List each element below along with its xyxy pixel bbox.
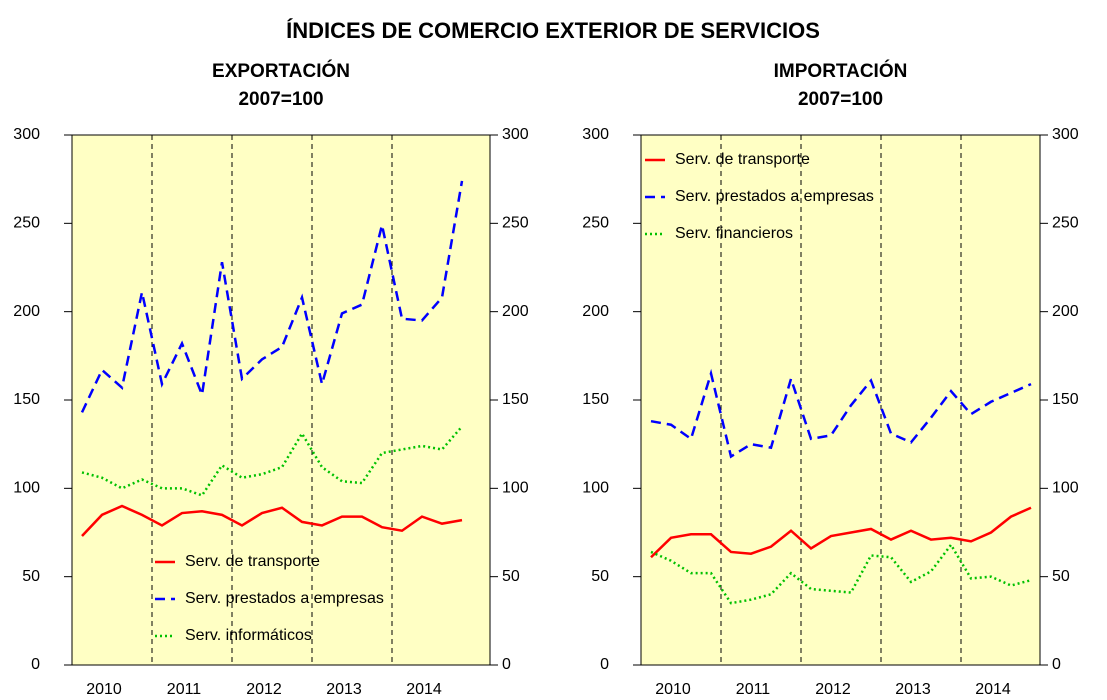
legend-label: Serv. informáticos: [185, 627, 312, 644]
legend-label: Serv. financieros: [675, 225, 793, 242]
y-tick-label: 0: [600, 656, 609, 673]
series-line: [81, 504, 463, 537]
y-tick-label: 150: [13, 391, 40, 408]
y2-tick-label: 150: [502, 391, 529, 408]
legend-label: Serv. prestados a empresas: [185, 590, 384, 607]
plot-area: [640, 134, 1041, 666]
y-tick-label: 150: [582, 391, 609, 408]
y-tick-label: 50: [591, 568, 609, 585]
y2-tick-label: 200: [1052, 303, 1079, 320]
y-tick-label: 250: [13, 215, 40, 232]
x-tick-label: 2013: [895, 681, 931, 698]
x-tick-label: 2010: [655, 681, 691, 698]
y-tick-label: 250: [582, 215, 609, 232]
x-tick-label: 2012: [246, 681, 282, 698]
y2-tick-label: 100: [502, 480, 529, 497]
y2-tick-label: 50: [1052, 568, 1070, 585]
legend-label: Serv. prestados a empresas: [675, 188, 874, 205]
x-tick-label: 2011: [736, 681, 771, 698]
y2-tick-label: 250: [1052, 215, 1079, 232]
x-tick-label: 2012: [815, 681, 851, 698]
y2-tick-label: 0: [1052, 656, 1061, 673]
series-line: [81, 425, 463, 497]
y2-tick-label: 250: [502, 215, 529, 232]
y2-tick-label: 300: [502, 126, 529, 143]
panel-title: IMPORTACIÓN: [774, 60, 908, 82]
y-tick-label: 100: [582, 480, 609, 497]
plot-area: [71, 134, 491, 666]
y-tick-label: 100: [13, 480, 40, 497]
series-line: [650, 542, 1032, 605]
x-tick-label: 2014: [406, 681, 442, 698]
y2-tick-label: 50: [502, 568, 520, 585]
y2-tick-label: 200: [502, 303, 529, 320]
panel-subtitle: 2007=100: [798, 89, 883, 110]
x-tick-label: 2014: [975, 681, 1011, 698]
panel-title: EXPORTACIÓN: [212, 60, 350, 82]
y-tick-label: 200: [13, 303, 40, 320]
x-tick-label: 2010: [86, 681, 122, 698]
main-title: ÍNDICES DE COMERCIO EXTERIOR DE SERVICIO…: [286, 18, 820, 43]
legend-label: Serv. de transporte: [675, 151, 810, 168]
series-line: [80, 180, 464, 413]
y-tick-label: 200: [582, 303, 609, 320]
series-line: [650, 506, 1032, 559]
y2-tick-label: 150: [1052, 391, 1079, 408]
x-tick-label: 2013: [326, 681, 362, 698]
y2-tick-label: 300: [1052, 126, 1079, 143]
y2-tick-label: 100: [1052, 480, 1079, 497]
y-tick-label: 0: [31, 656, 40, 673]
y2-tick-label: 0: [502, 656, 511, 673]
y-tick-label: 50: [22, 568, 40, 585]
legend-label: Serv. de transporte: [185, 553, 320, 570]
x-tick-label: 2011: [167, 681, 202, 698]
y-tick-label: 300: [582, 126, 609, 143]
y-tick-label: 300: [13, 126, 40, 143]
panel-subtitle: 2007=100: [238, 89, 323, 110]
